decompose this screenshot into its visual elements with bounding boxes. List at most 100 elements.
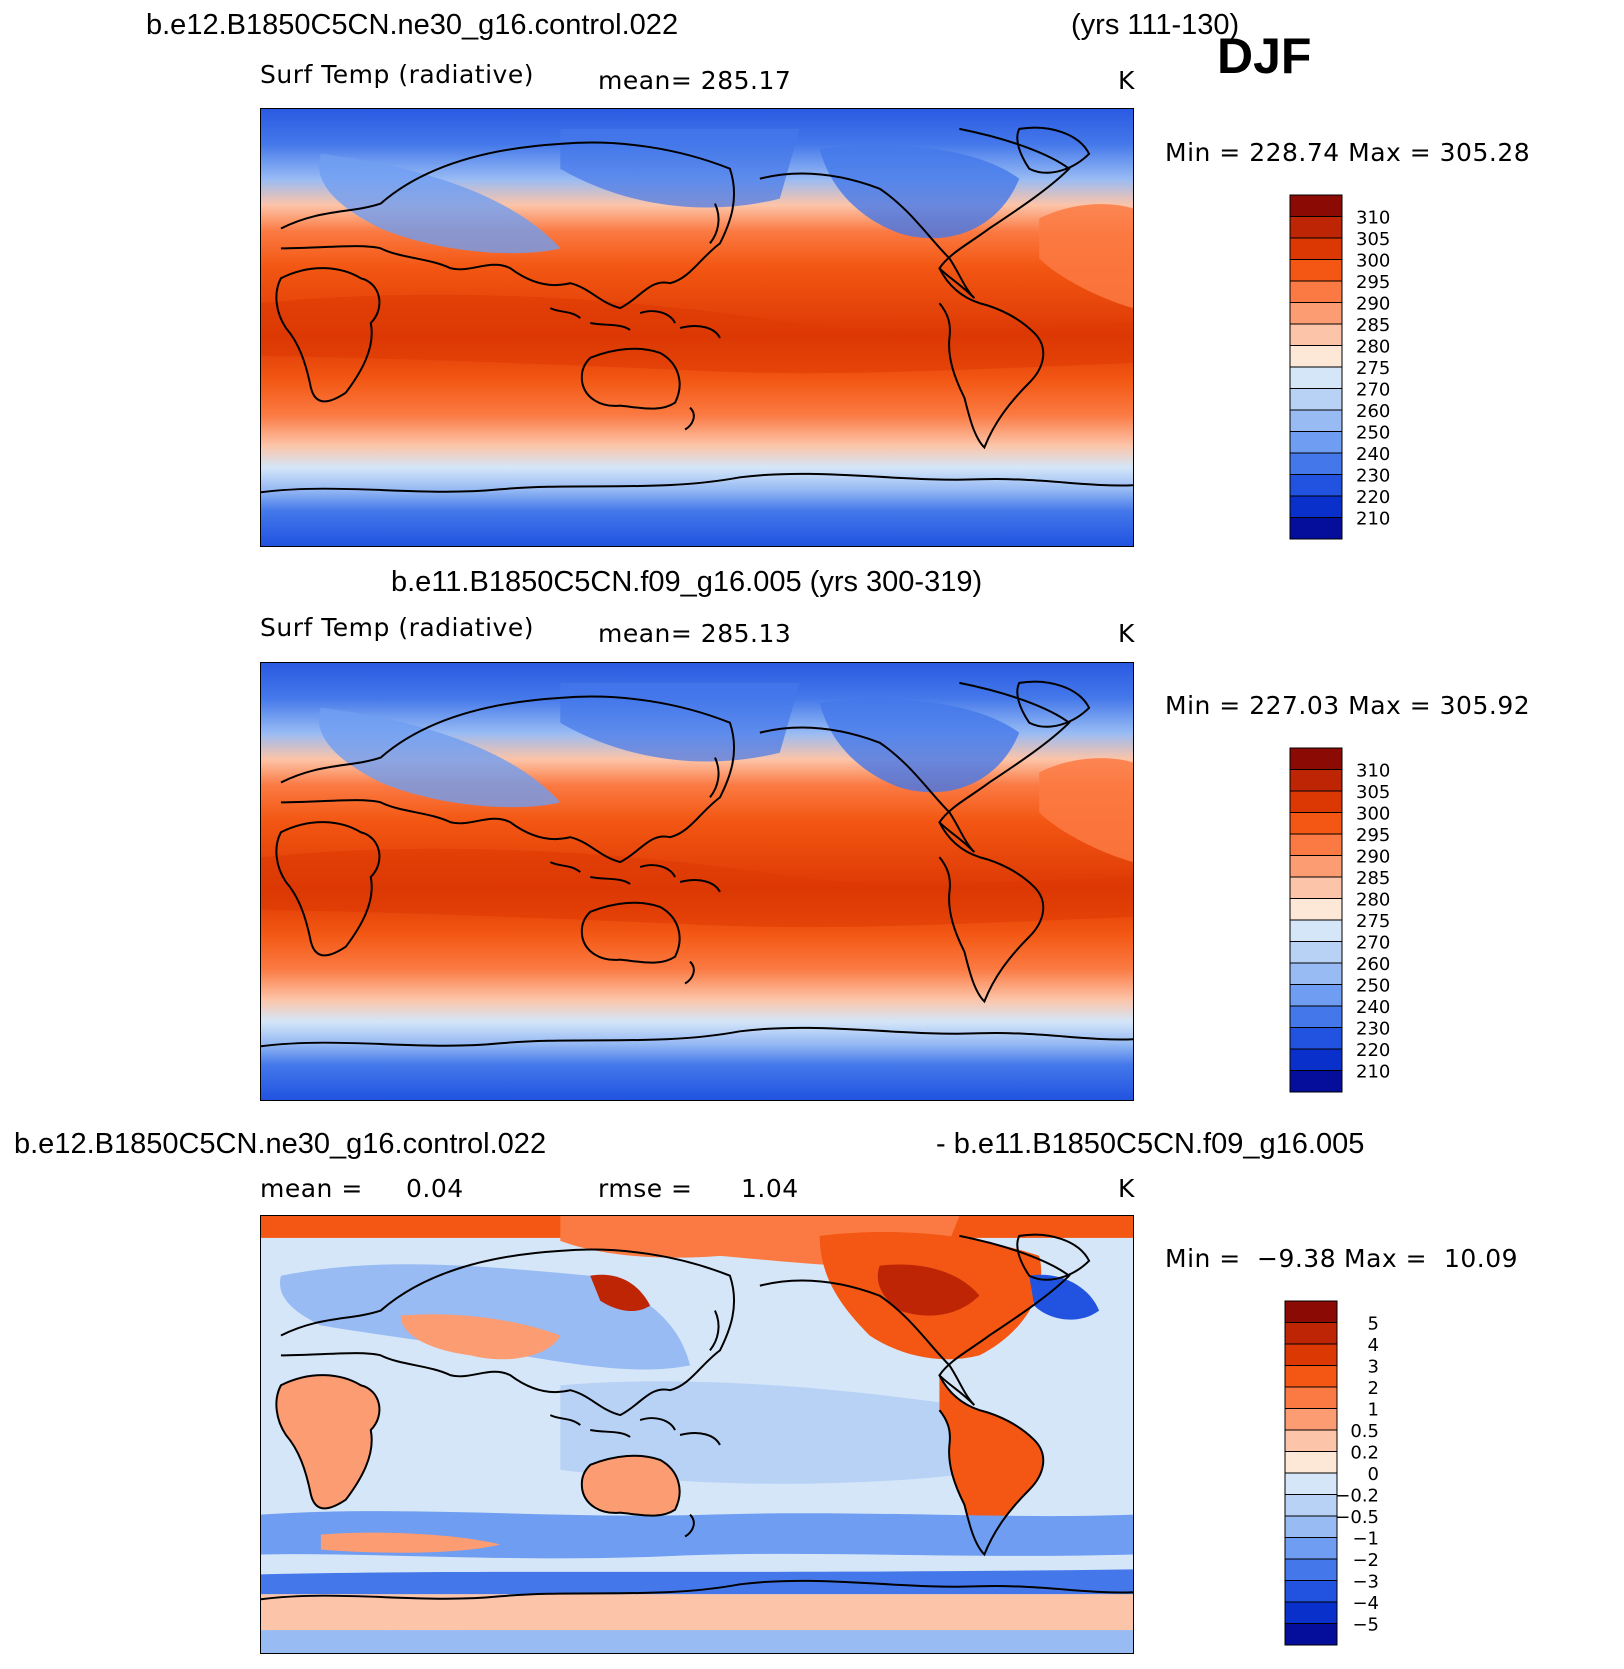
colorbar-tick-label: 220 (1356, 487, 1390, 508)
colorbar-box (1289, 323, 1343, 346)
colorbar-box (1289, 769, 1343, 792)
colorbar-tick-label: 285 (1356, 315, 1390, 336)
colorbar-tick-label: 305 (1356, 229, 1390, 250)
colorbar-box (1284, 1322, 1338, 1345)
min-max-label: Min = 227.03 Max = 305.92 (1165, 691, 1531, 720)
colorbar-box (1284, 1601, 1338, 1624)
colorbar-tick-label: 300 (1356, 251, 1390, 272)
colorbar-box (1284, 1300, 1338, 1323)
case-a-title: b.e12.B1850C5CN.ne30_g16.control.022 (146, 9, 679, 41)
temperature-map-middle (261, 663, 1133, 1100)
colorbar-box (1284, 1623, 1338, 1646)
colorbar-box (1284, 1494, 1338, 1517)
colorbar-tick-label: 2 (1368, 1378, 1379, 1399)
colorbar-tick-label: 300 (1356, 804, 1390, 825)
colorbar-tick-label: 250 (1356, 976, 1390, 997)
mean-label: mean = (260, 1174, 363, 1203)
map-panel-top (260, 108, 1134, 547)
max-value: 10.09 (1444, 1244, 1519, 1273)
colorbar-tick-label: 0.5 (1350, 1421, 1379, 1442)
colorbar-tick-label: 275 (1356, 911, 1390, 932)
colorbar-box (1289, 194, 1343, 217)
min-max-label: Min = 228.74 Max = 305.28 (1165, 138, 1531, 167)
colorbar-box (1289, 409, 1343, 432)
colorbar-tick-label: 250 (1356, 423, 1390, 444)
colorbar-tick-label: 270 (1356, 380, 1390, 401)
colorbar-box (1289, 941, 1343, 964)
diff-title-right: - b.e11.B1850C5CN.f09_g16.005 (936, 1128, 1365, 1160)
colorbar-tick-label: 210 (1356, 1062, 1390, 1083)
colorbar-box (1289, 1027, 1343, 1050)
colorbar-tick-label: 3 (1368, 1357, 1379, 1378)
colorbar-tick-label: −1 (1352, 1529, 1379, 1550)
colorbar-box (1289, 388, 1343, 411)
colorbar-tick-label: 260 (1356, 401, 1390, 422)
colorbar-box (1284, 1537, 1338, 1560)
units-label: K (1118, 619, 1135, 648)
colorbar-box (1284, 1429, 1338, 1452)
colorbar-box (1284, 1365, 1338, 1388)
colorbar-box (1289, 962, 1343, 985)
colorbar-box (1289, 237, 1343, 260)
colorbar-top-svg: 3103053002952902852802752702602502402302… (1289, 194, 1390, 540)
units-label: K (1118, 1174, 1135, 1203)
season-label: DJF (1217, 28, 1312, 84)
colorbar-tick-label: 280 (1356, 337, 1390, 358)
colorbar-box (1289, 345, 1343, 368)
colorbar-box (1289, 495, 1343, 518)
colorbar-box (1289, 812, 1343, 835)
colorbar-tick-label: 210 (1356, 509, 1390, 530)
colorbar-box (1284, 1343, 1338, 1366)
colorbar-box (1289, 984, 1343, 1007)
colorbar-box (1289, 259, 1343, 282)
mean-label: mean= 285.17 (598, 66, 792, 95)
colorbar-box (1289, 1070, 1343, 1093)
colorbar-tick-label: −0.5 (1335, 1507, 1379, 1528)
colorbar-tick-label: 280 (1356, 890, 1390, 911)
variable-label: Surf Temp (radiative) (260, 60, 534, 89)
diff-title-left: b.e12.B1850C5CN.ne30_g16.control.022 (14, 1128, 547, 1160)
colorbar-tick-label: 310 (1356, 208, 1390, 229)
colorbar-box (1284, 1515, 1338, 1538)
colorbar-tick-label: 0 (1368, 1464, 1379, 1485)
colorbar-tick-label: 230 (1356, 466, 1390, 487)
colorbar-box (1289, 747, 1343, 770)
colorbar-box (1284, 1386, 1338, 1409)
colorbar-box (1289, 474, 1343, 497)
max-label: Max = (1344, 1244, 1428, 1273)
colorbar-tick-label: 260 (1356, 954, 1390, 975)
colorbar-tick-label: −5 (1352, 1615, 1379, 1636)
colorbar-box (1289, 517, 1343, 540)
colorbar-box (1289, 876, 1343, 899)
colorbar-box (1289, 1048, 1343, 1071)
rmse-value: 1.04 (741, 1174, 799, 1203)
colorbar-tick-label: 290 (1356, 294, 1390, 315)
colorbar-box (1289, 280, 1343, 303)
min-value: −9.38 (1257, 1244, 1337, 1273)
colorbar-box (1284, 1558, 1338, 1581)
colorbar-tick-label: 240 (1356, 444, 1390, 465)
colorbar-middle: 310 305 300 295 290 285 280 275 270 260 250 240 230 2… (1289, 747, 1410, 1093)
colorbar-box (1289, 898, 1343, 921)
colorbar-box (1284, 1451, 1338, 1474)
colorbar-diff: 5 4 3 2 1 0.5 0.2 0 −0.2 −0.5 −1 −2 −3 −4 −5 (1284, 1300, 1405, 1646)
mean-value: 0.04 (406, 1174, 464, 1203)
colorbar-top: 310 305 300 295 290 285 280 275 270 260 250 240 230 2… (1289, 194, 1410, 540)
colorbar-tick-label: 5 (1368, 1314, 1379, 1335)
colorbar-tick-label: −0.2 (1335, 1486, 1379, 1507)
colorbar-box (1289, 833, 1343, 856)
colorbar-middle-svg: 3103053002952902852802752702602502402302… (1289, 747, 1390, 1093)
colorbar-box (1289, 1005, 1343, 1028)
case-b-title: b.e11.B1850C5CN.f09_g16.005 (yrs 300-319… (391, 566, 983, 598)
difference-map (261, 1216, 1133, 1653)
colorbar-tick-label: −2 (1352, 1550, 1379, 1571)
colorbar-box (1289, 216, 1343, 239)
colorbar-tick-label: −4 (1352, 1593, 1379, 1614)
colorbar-tick-label: 4 (1368, 1335, 1379, 1356)
min-label: Min = (1165, 1244, 1241, 1273)
variable-label: Surf Temp (radiative) (260, 613, 534, 642)
colorbar-box (1289, 790, 1343, 813)
colorbar-box (1284, 1580, 1338, 1603)
colorbar-tick-label: −3 (1352, 1572, 1379, 1593)
